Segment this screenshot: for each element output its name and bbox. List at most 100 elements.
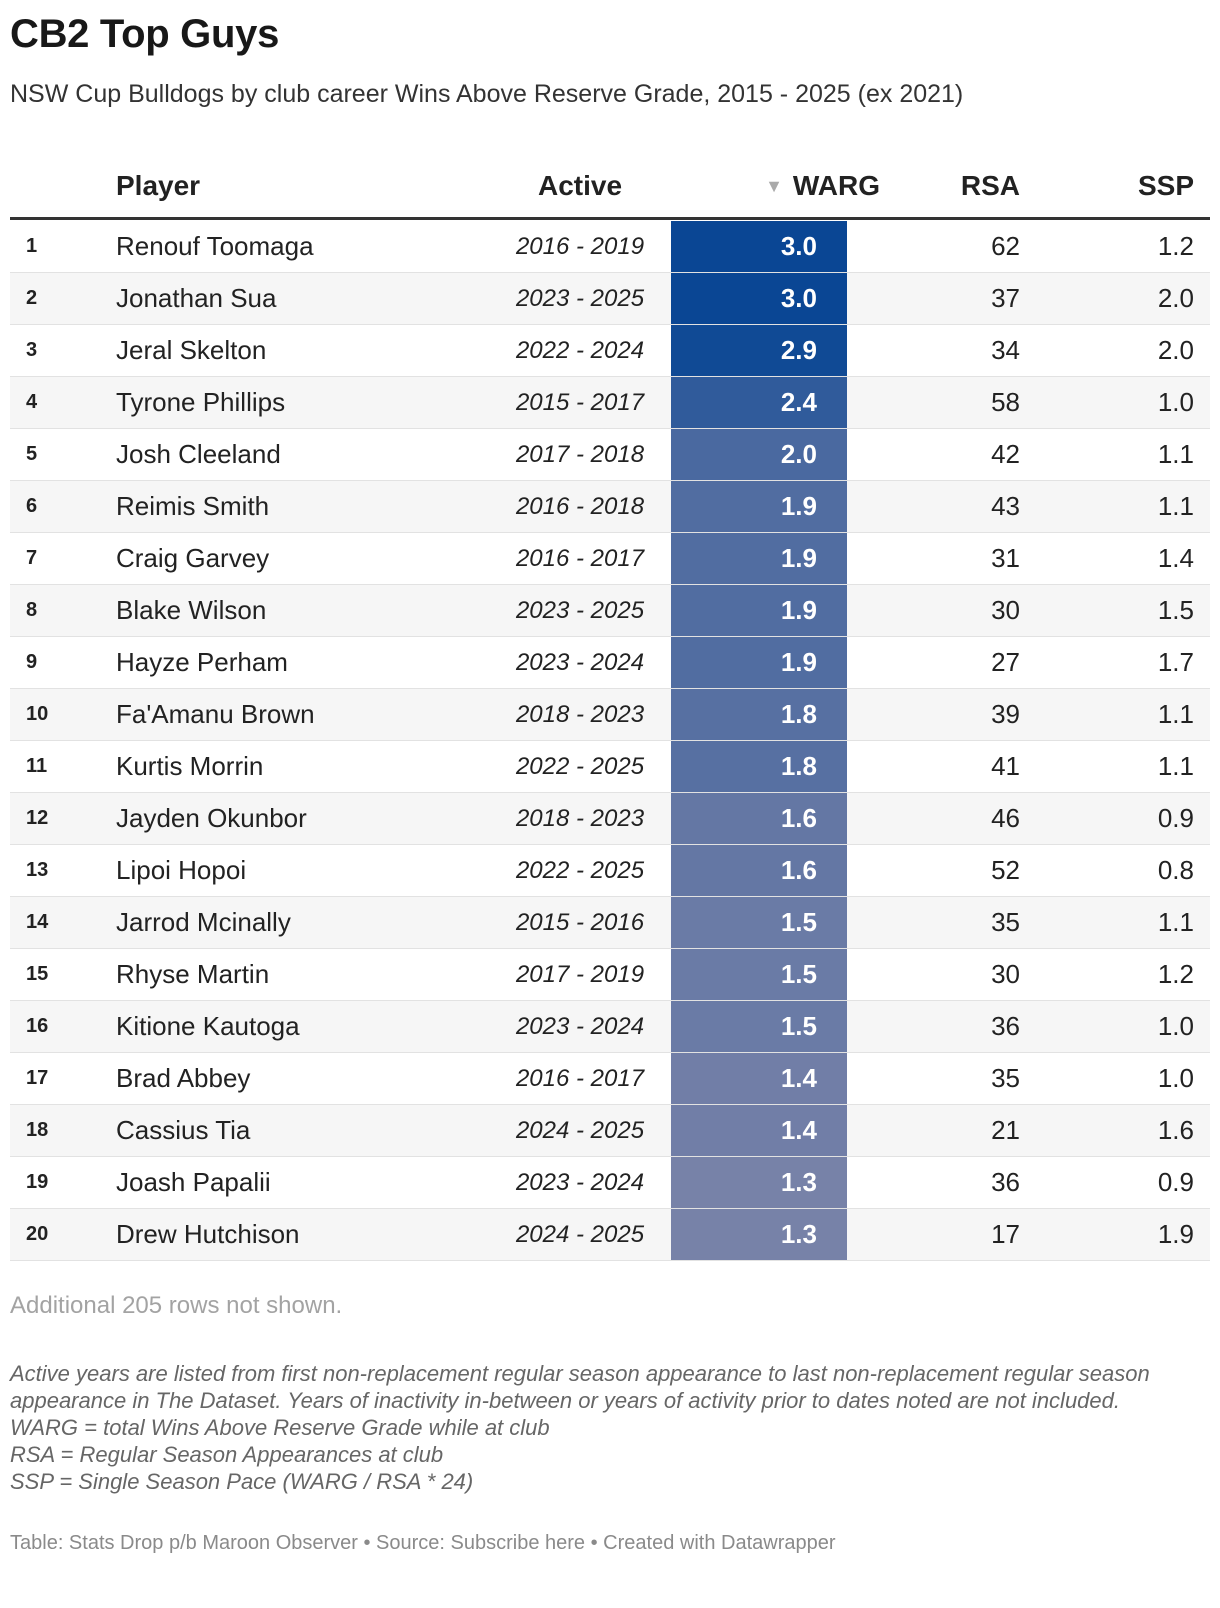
table-row: 1 Renouf Toomaga 2016 - 2019 3.0 62 1.2 bbox=[10, 221, 1210, 273]
ssp-cell: 0.9 bbox=[1157, 1167, 1194, 1197]
player-cell: Fa'Amanu Brown bbox=[116, 699, 315, 729]
chart-subtitle: NSW Cup Bulldogs by club career Wins Abo… bbox=[10, 80, 964, 108]
rank-cell: 15 bbox=[26, 963, 49, 985]
player-cell: Lipoi Hopoi bbox=[116, 855, 247, 885]
ssp-cell: 2.0 bbox=[1157, 283, 1194, 313]
rank-cell: 5 bbox=[26, 443, 38, 465]
ssp-cell: 1.6 bbox=[1157, 1115, 1194, 1145]
table-row: 11 Kurtis Morrin 2022 - 2025 1.8 41 1.1 bbox=[10, 741, 1210, 793]
table-row: 15 Rhyse Martin 2017 - 2019 1.5 30 1.2 bbox=[10, 949, 1210, 1001]
ssp-cell: 1.2 bbox=[1157, 959, 1194, 989]
rank-cell: 16 bbox=[26, 1015, 49, 1037]
rank-cell: 9 bbox=[26, 651, 38, 673]
warg-cell: 1.8 bbox=[671, 741, 847, 792]
active-cell: 2024 - 2025 bbox=[515, 1221, 645, 1248]
rank-cell: 2 bbox=[26, 287, 38, 309]
table-row: 14 Jarrod Mcinally 2015 - 2016 1.5 35 1.1 bbox=[10, 897, 1210, 949]
warg-cell: 1.3 bbox=[671, 1209, 847, 1260]
player-cell: Joash Papalii bbox=[116, 1167, 271, 1197]
player-cell: Jeral Skelton bbox=[116, 335, 267, 365]
table-row: 4 Tyrone Phillips 2015 - 2017 2.4 58 1.0 bbox=[10, 377, 1210, 429]
rank-cell: 3 bbox=[26, 339, 38, 361]
rsa-cell: 30 bbox=[991, 959, 1020, 989]
rank-cell: 10 bbox=[26, 703, 49, 725]
ssp-cell: 1.1 bbox=[1157, 439, 1194, 469]
table-header: Player Active ▼ WARG RSA SSP bbox=[10, 162, 1210, 220]
active-cell: 2017 - 2019 bbox=[515, 961, 645, 988]
active-cell: 2018 - 2023 bbox=[515, 805, 645, 832]
warg-cell: 1.9 bbox=[671, 637, 847, 688]
table-body: 1 Renouf Toomaga 2016 - 2019 3.0 62 1.2 2 Jonat… bbox=[10, 221, 1210, 1261]
warg-cell: 2.9 bbox=[671, 325, 847, 376]
active-cell: 2015 - 2016 bbox=[515, 909, 645, 936]
player-cell: Cassius Tia bbox=[116, 1115, 251, 1145]
rsa-cell: 36 bbox=[991, 1011, 1020, 1041]
active-cell: 2022 - 2025 bbox=[515, 753, 645, 780]
rsa-cell: 17 bbox=[991, 1219, 1020, 1249]
column-header-warg[interactable]: ▼ WARG bbox=[765, 170, 880, 202]
ssp-cell: 1.5 bbox=[1157, 595, 1194, 625]
table-row: 9 Hayze Perham 2023 - 2024 1.9 27 1.7 bbox=[10, 637, 1210, 689]
table-row: 16 Kitione Kautoga 2023 - 2024 1.5 36 1.0 bbox=[10, 1001, 1210, 1053]
table-row: 5 Josh Cleeland 2017 - 2018 2.0 42 1.1 bbox=[10, 429, 1210, 481]
ssp-cell: 1.1 bbox=[1157, 751, 1194, 781]
table-row: 12 Jayden Okunbor 2018 - 2023 1.6 46 0.9 bbox=[10, 793, 1210, 845]
rsa-cell: 43 bbox=[991, 491, 1020, 521]
ssp-cell: 0.9 bbox=[1157, 803, 1194, 833]
ssp-cell: 0.8 bbox=[1157, 855, 1194, 885]
player-cell: Tyrone Phillips bbox=[116, 387, 286, 417]
rank-cell: 19 bbox=[26, 1171, 49, 1193]
active-cell: 2022 - 2025 bbox=[515, 857, 645, 884]
ssp-cell: 1.2 bbox=[1157, 231, 1194, 261]
note-active-years: Active years are listed from first non-r… bbox=[10, 1361, 1150, 1413]
player-cell: Jarrod Mcinally bbox=[116, 907, 291, 937]
active-cell: 2018 - 2023 bbox=[515, 701, 645, 728]
warg-cell: 1.5 bbox=[671, 949, 847, 1000]
rsa-cell: 52 bbox=[991, 855, 1020, 885]
rsa-cell: 37 bbox=[991, 283, 1020, 313]
active-cell: 2023 - 2024 bbox=[515, 1169, 645, 1196]
table-row: 3 Jeral Skelton 2022 - 2024 2.9 34 2.0 bbox=[10, 325, 1210, 377]
ssp-cell: 1.1 bbox=[1157, 699, 1194, 729]
rank-cell: 20 bbox=[26, 1223, 49, 1245]
active-cell: 2023 - 2025 bbox=[515, 285, 645, 312]
ssp-cell: 1.0 bbox=[1157, 1011, 1194, 1041]
warg-cell: 3.0 bbox=[671, 221, 847, 272]
ssp-cell: 1.0 bbox=[1157, 387, 1194, 417]
sort-descending-icon: ▼ bbox=[765, 176, 783, 196]
warg-cell: 1.5 bbox=[671, 1001, 847, 1052]
note-ssp: SSP = Single Season Pace (WARG / RSA * 2… bbox=[10, 1469, 474, 1494]
ssp-cell: 1.0 bbox=[1157, 1063, 1194, 1093]
rsa-cell: 62 bbox=[991, 231, 1020, 261]
table-row: 18 Cassius Tia 2024 - 2025 1.4 21 1.6 bbox=[10, 1105, 1210, 1157]
column-header-ssp[interactable]: SSP bbox=[1137, 170, 1194, 201]
rank-cell: 6 bbox=[26, 495, 38, 517]
warg-cell: 2.0 bbox=[671, 429, 847, 480]
rank-cell: 11 bbox=[26, 755, 48, 777]
ssp-cell: 1.7 bbox=[1157, 647, 1194, 677]
warg-cell: 1.6 bbox=[671, 793, 847, 844]
rank-cell: 17 bbox=[26, 1067, 49, 1089]
active-cell: 2022 - 2024 bbox=[515, 337, 645, 364]
rank-cell: 8 bbox=[26, 599, 38, 621]
warg-cell: 1.9 bbox=[671, 533, 847, 584]
column-header-active[interactable]: Active bbox=[537, 170, 623, 201]
rank-cell: 12 bbox=[26, 807, 49, 829]
warg-cell: 2.4 bbox=[671, 377, 847, 428]
table-row: 20 Drew Hutchison 2024 - 2025 1.3 17 1.9 bbox=[10, 1209, 1210, 1261]
table-row: 13 Lipoi Hopoi 2022 - 2025 1.6 52 0.8 bbox=[10, 845, 1210, 897]
column-header-player[interactable]: Player bbox=[116, 170, 201, 201]
active-cell: 2017 - 2018 bbox=[515, 441, 645, 468]
rank-cell: 13 bbox=[26, 859, 49, 881]
player-cell: Kurtis Morrin bbox=[116, 751, 264, 781]
column-header-rsa[interactable]: RSA bbox=[960, 170, 1020, 201]
ssp-cell: 1.1 bbox=[1157, 491, 1194, 521]
table-row: 7 Craig Garvey 2016 - 2017 1.9 31 1.4 bbox=[10, 533, 1210, 585]
player-cell: Kitione Kautoga bbox=[116, 1011, 300, 1041]
active-cell: 2024 - 2025 bbox=[515, 1117, 645, 1144]
active-cell: 2023 - 2024 bbox=[515, 1013, 645, 1040]
active-cell: 2015 - 2017 bbox=[515, 389, 645, 416]
column-header-warg-label: WARG bbox=[792, 170, 880, 201]
rsa-cell: 35 bbox=[991, 907, 1020, 937]
rsa-cell: 39 bbox=[991, 699, 1020, 729]
